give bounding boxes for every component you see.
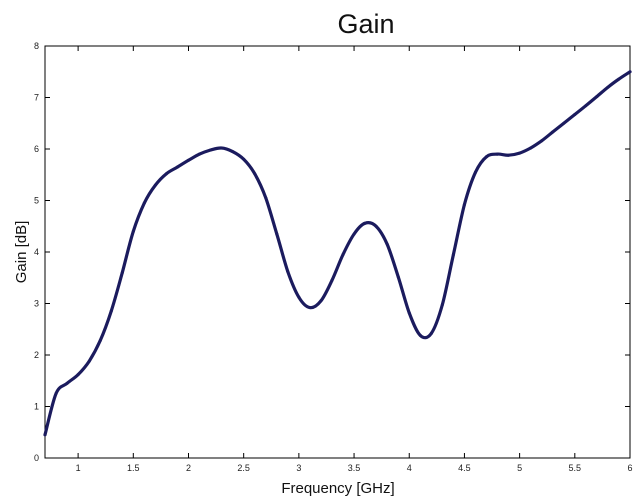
data-point [131,229,135,233]
x-tick-label: 4 [407,463,412,473]
data-point [529,146,533,150]
x-tick-label: 5 [517,463,522,473]
y-tick-label: 3 [34,299,39,309]
data-point [418,333,422,337]
data-point [352,232,356,236]
data-point [275,232,279,236]
data-point [253,172,257,176]
data-point [176,165,179,169]
data-point [429,331,433,335]
y-tick-label: 2 [34,350,39,360]
x-tick-label: 1.5 [127,463,140,473]
x-tick-label: 2.5 [237,463,250,473]
y-tick-label: 1 [34,402,39,412]
x-axis: 1 1.5 2 2.5 3 3.5 4 4.5 5 5.5 6 [76,46,633,473]
data-point [462,203,466,207]
data-point [374,224,378,228]
data-point [142,201,146,205]
series-points [43,70,632,437]
data-point [451,253,455,257]
data-point [606,85,610,89]
data-point [496,152,499,156]
data-point [98,339,102,343]
x-tick-label: 4.5 [458,463,471,473]
data-point [518,151,522,155]
data-point [264,196,268,200]
x-tick-label: 5.5 [569,463,582,473]
data-point [297,295,301,299]
chart-title: Gain [337,9,394,39]
data-point [474,170,477,174]
data-point [363,221,367,225]
data-point [595,95,599,98]
data-point [242,157,246,161]
data-point [286,270,290,274]
data-point [43,433,47,437]
x-tick-label: 2 [186,463,191,473]
y-tick-label: 6 [34,144,39,154]
data-point [396,275,400,279]
data-point [573,113,577,116]
y-tick-label: 8 [34,41,39,51]
data-point [341,253,345,257]
data-point [319,299,323,303]
plot-area [44,45,631,459]
data-point [187,158,190,162]
data-point [540,139,544,143]
data-point [153,183,157,187]
data-point [628,70,632,74]
y-axis: 0 1 2 3 4 5 6 7 8 [34,41,630,463]
data-point [485,155,488,159]
y-tick-label: 5 [34,196,39,206]
data-point [65,381,69,385]
y-tick-label: 4 [34,247,39,257]
x-axis-label: Frequency [GHz] [281,480,394,497]
data-point [584,104,588,108]
data-point [308,306,312,310]
x-tick-label: 6 [627,463,632,473]
y-tick-label: 0 [34,453,39,463]
data-point [231,150,235,154]
data-point [385,242,389,246]
data-point [54,392,58,396]
data-point [507,153,511,157]
data-point [120,271,124,275]
data-point [551,130,555,134]
data-point [164,172,168,176]
data-point [87,359,91,363]
data-point [440,303,444,306]
data-point [109,309,113,313]
data-point [330,278,334,282]
data-point [617,77,621,81]
data-point [76,373,80,377]
y-tick-label: 7 [34,93,39,103]
x-tick-label: 3 [296,463,301,473]
y-axis-label: Gain [dB] [13,221,30,284]
data-point [407,311,411,315]
data-point [562,121,566,125]
x-tick-label: 1 [76,463,81,473]
x-tick-label: 3.5 [348,463,361,473]
data-point [209,148,213,152]
data-point [220,146,224,150]
data-point [198,152,201,156]
